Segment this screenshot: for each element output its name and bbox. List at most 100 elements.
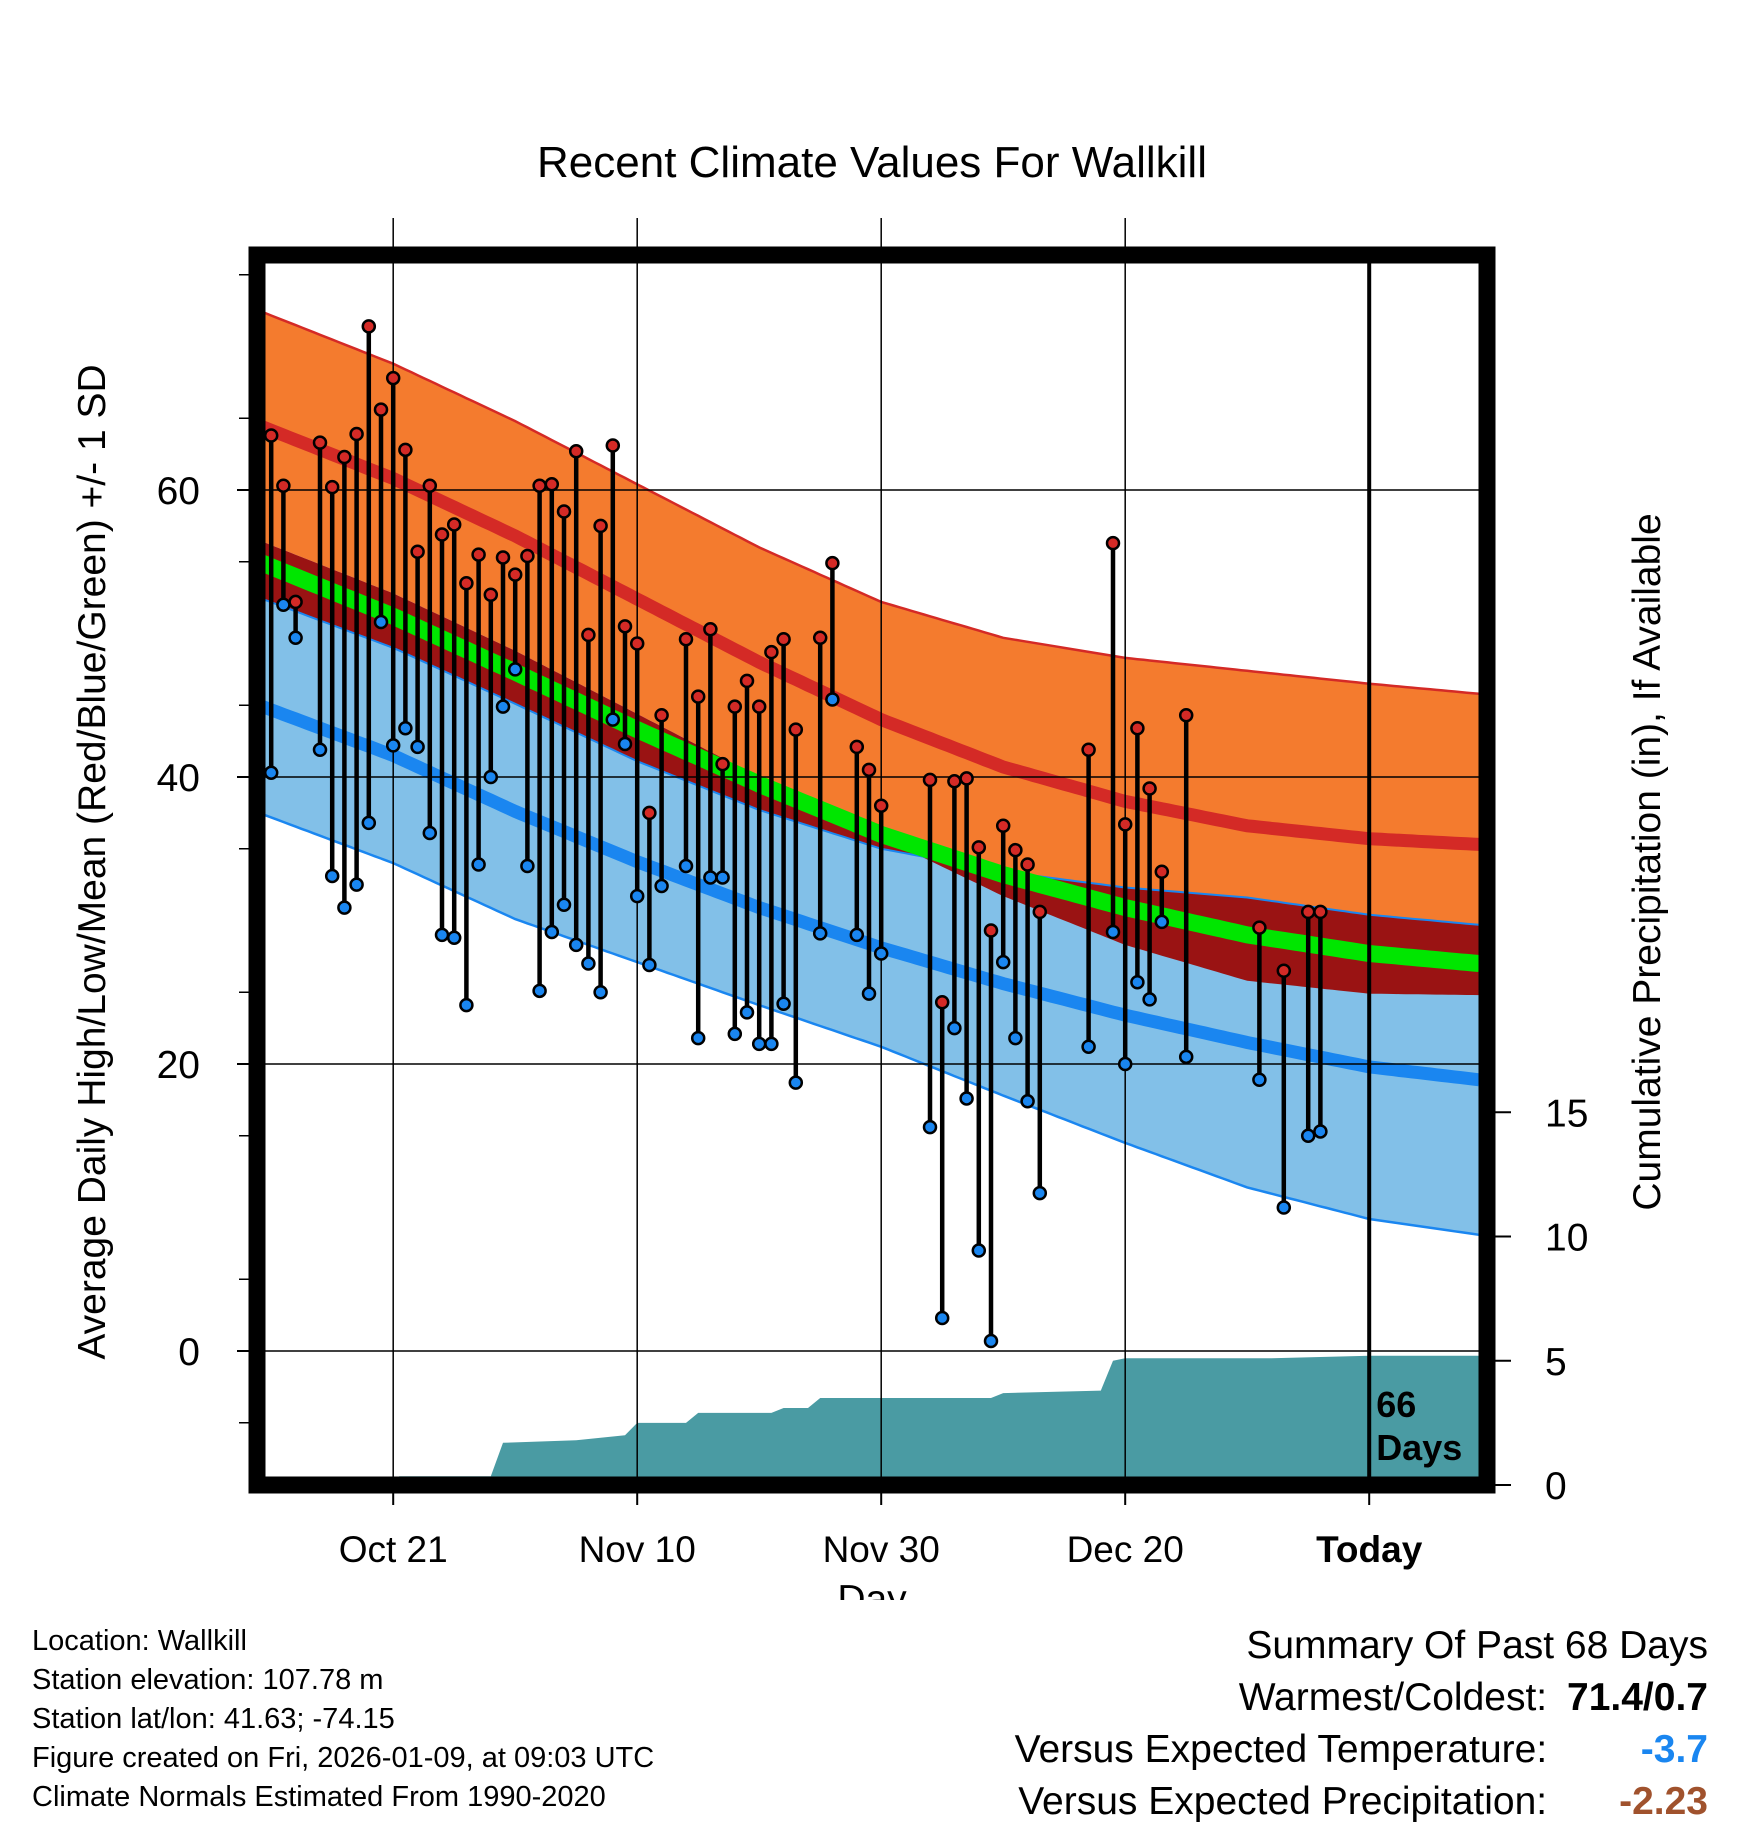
daily-low-point [934,1310,950,1326]
temp-value: -3.7 [1640,1728,1708,1771]
daily-low-point [276,597,291,613]
daily-low-point [776,996,791,1011]
daily-high-point [971,840,987,855]
daily-high-point [764,644,779,660]
daily-low-point [556,897,572,912]
x-tick-label: Nov 10 [579,1529,696,1570]
daily-high-point [1313,904,1328,920]
daily-high-point [434,527,450,542]
daily-low-point [1276,1200,1292,1215]
daily-low-point [1117,1056,1133,1072]
daily-high-point [1117,817,1133,832]
daily-low-point [959,1091,974,1106]
y2-tick-label: 5 [1545,1341,1567,1384]
daily-high-point [422,478,438,493]
elevation-text: Station elevation: 107.78 m [32,1664,384,1696]
summary-precip-row: Versus Expected Precipitation: -2.23 [1015,1776,1708,1828]
days-label-2: Days [1376,1427,1462,1468]
daily-high-point [678,631,694,647]
daily-high-point [1130,720,1145,736]
daily-high-point [581,627,596,643]
daily-high-point [934,995,950,1010]
daily-low-point [410,739,425,755]
daily-high-point [520,548,535,564]
daily-high-point [812,630,828,646]
daily-low-point [312,742,328,757]
days-label: 66 [1376,1384,1416,1425]
daily-low-point [568,937,584,953]
daily-high-point [959,771,974,786]
daily-low-point [642,957,657,973]
daily-high-point [715,756,730,772]
daily-low-point [495,699,511,714]
daily-low-point [349,877,364,892]
daily-high-point [922,772,938,788]
daily-low-point [971,1243,987,1258]
daily-high-point [349,426,364,442]
daily-low-point [398,720,413,736]
daily-high-point [568,444,584,459]
daily-low-point [434,927,450,943]
daily-high-point [1300,904,1316,920]
high-sd-band [259,310,1479,996]
daily-high-point [690,689,706,704]
daily-low-point [703,870,718,885]
station-metadata: Location: Wallkill Station elevation: 10… [32,1622,654,1817]
daily-low-point [764,1036,779,1052]
y-axis-label: Average Daily High/Low/Mean (Red/Blue/Gr… [71,364,114,1359]
daily-high-point [995,818,1011,834]
daily-high-point [324,479,340,495]
daily-low-point [995,954,1011,970]
daily-low-point [849,927,865,943]
daily-low-point [459,997,474,1013]
warmest-value: 71.4/0.7 [1567,1676,1708,1719]
daily-low-point [373,614,389,630]
daily-high-point [1081,742,1096,757]
daily-high-point [617,619,633,634]
daily-low-point [337,900,352,915]
plot-frame [248,246,1496,1494]
daily-low-point [446,930,462,945]
daily-high-point [849,739,865,755]
daily-high-point [276,478,291,493]
daily-high-point [776,631,791,647]
daily-high-point [459,576,474,591]
daily-low-point [483,769,499,785]
daily-high-point [337,449,352,465]
daily-low-point [1130,974,1145,990]
normals-text: Climate Normals Estimated From 1990-2020 [32,1781,606,1813]
daily-high-point [1154,864,1170,879]
daily-low-point [739,1005,755,1020]
daily-high-point [861,762,877,778]
daily-low-point [690,1030,706,1046]
x-tick-label: Today [1316,1529,1423,1570]
daily-high-point [495,550,511,565]
precip-label: Versus Expected Precipitation: [1018,1780,1548,1823]
daily-low-point [520,858,535,874]
daily-high-point [873,798,889,813]
daily-high-point [727,699,743,714]
daily-high-point [1142,781,1157,796]
daily-low-point [605,712,621,727]
daily-low-point [1032,1185,1048,1201]
daily-high-point [1276,963,1292,978]
daily-low-point [947,1020,962,1036]
high-upper-sd-line [258,309,1480,696]
daily-low-point [727,1026,743,1042]
daily-high-point [947,774,962,789]
daily-low-point [1252,1072,1267,1088]
daily-low-point [288,630,303,646]
daily-high-point [605,438,621,453]
daily-low-point [678,858,694,874]
daily-high-point [1178,708,1194,723]
daily-high-point [1252,920,1267,935]
y-tick-label: 40 [157,757,200,800]
daily-low-point [629,888,645,904]
daily-low-point [825,692,840,707]
low-lower-sd-line [258,811,1480,1237]
daily-low-point [1081,1039,1096,1055]
daily-high-point [446,517,462,532]
daily-high-point [1032,904,1048,920]
daily-high-point [751,699,767,714]
